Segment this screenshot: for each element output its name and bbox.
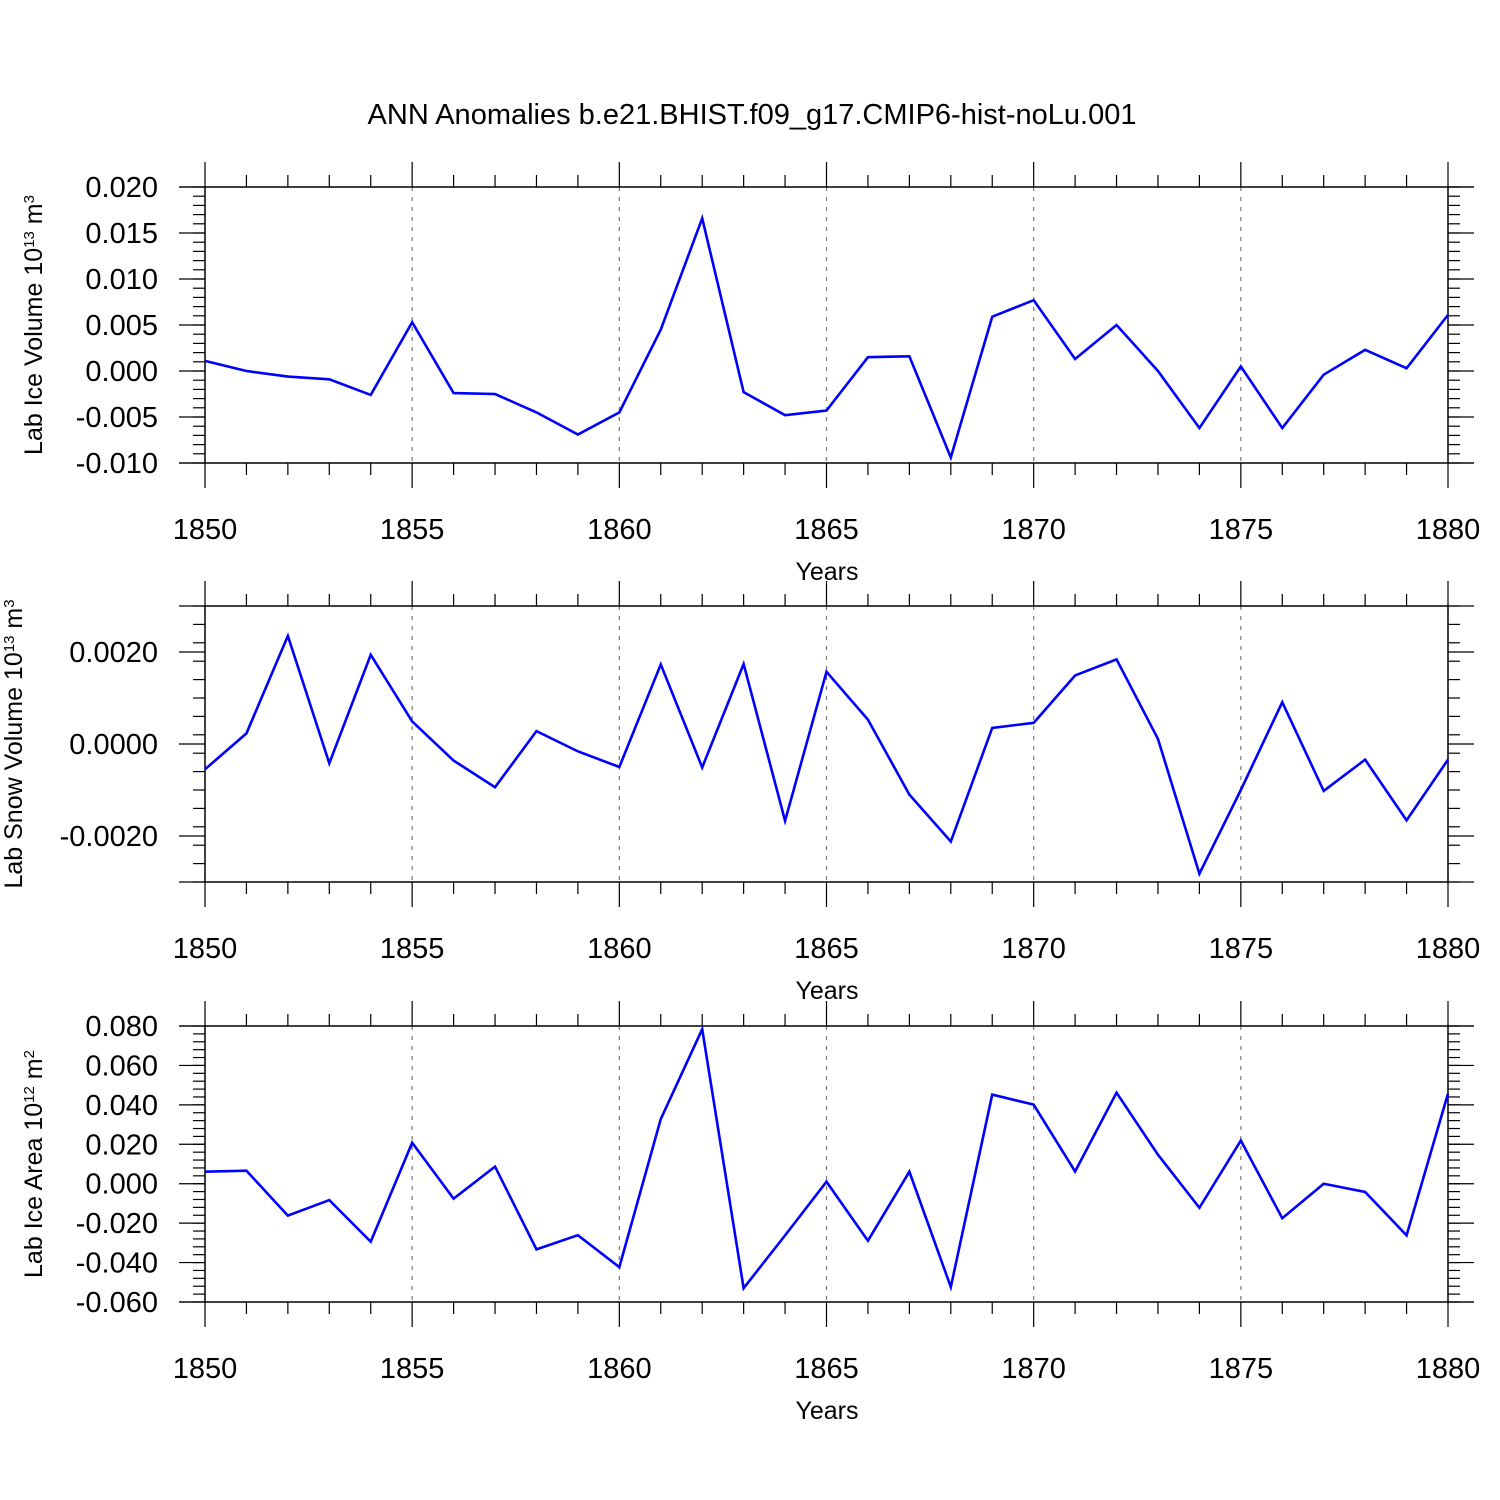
y-axis-title-superscript: 3 [1, 599, 18, 607]
y-axis-title-superscript: 13 [1, 636, 18, 653]
x-axis-title: Years [795, 1397, 858, 1425]
panels-container: 1850 1855 1860 1865 1870 1875 1880 Years -0.010 -… [0, 162, 1480, 1425]
y-axis-title-text: m [20, 1058, 48, 1086]
x-tick-label: 1865 [794, 933, 859, 965]
x-tick-label: 1880 [1416, 933, 1481, 965]
y-axis-title-text: Lab Ice Area 10 [20, 1103, 48, 1278]
y-tick-label: 0.020 [85, 172, 158, 204]
y-tick-label: 0.015 [85, 218, 158, 250]
x-tick-label: 1850 [173, 933, 238, 965]
y-tick-label: 0.040 [85, 1090, 158, 1122]
y-tick-label: -0.060 [76, 1287, 158, 1319]
y-axis-title-text: m [20, 203, 48, 231]
x-tick-label: 1860 [587, 933, 652, 965]
y-tick-label: -0.020 [76, 1208, 158, 1240]
y-axis-title-text: m [0, 608, 28, 636]
x-axis-title: Years [795, 977, 858, 1005]
y-tick-label: 0.010 [85, 264, 158, 296]
x-tick-label: 1850 [173, 1353, 238, 1385]
x-tick-label: 1855 [380, 1353, 445, 1385]
panel-1: 1850 1855 1860 1865 1870 1875 1880Years-0.010-… [20, 162, 1480, 586]
y-tick-label: -0.010 [76, 448, 158, 480]
y-tick-label: -0.040 [76, 1248, 158, 1280]
x-tick-label: 1865 [794, 514, 859, 546]
y-tick-label: 0.000 [85, 1169, 158, 1201]
y-tick-label: 0.020 [85, 1129, 158, 1161]
y-tick-label: -0.005 [76, 402, 158, 434]
y-axis-title: Lab Snow Volume 1013 m3 [0, 599, 28, 888]
x-tick-label: 1880 [1416, 1353, 1481, 1385]
y-axis-title-superscript: 13 [21, 231, 38, 248]
x-tick-label: 1875 [1209, 1353, 1274, 1385]
y-tick-label: 0.005 [85, 310, 158, 342]
x-tick-label: 1855 [380, 514, 445, 546]
y-tick-label: 0.0020 [69, 637, 158, 669]
y-axis-title-superscript: 2 [21, 1050, 38, 1058]
x-tick-label: 1880 [1416, 514, 1481, 546]
x-tick-label: 1870 [1001, 514, 1066, 546]
y-axis-title-text: Lab Ice Volume 10 [20, 248, 48, 455]
y-tick-label: 0.080 [85, 1011, 158, 1043]
y-tick-label: 0.0000 [69, 729, 158, 761]
x-tick-label: 1860 [587, 1353, 652, 1385]
panel-3: 1850 1855 1860 1865 1870 1875 1880 Years -0.060 -… [20, 1001, 1480, 1425]
y-axis-title-superscript: 12 [21, 1086, 38, 1103]
x-tick-label: 1870 [1001, 1353, 1066, 1385]
y-axis-title-text: Lab Snow Volume 10 [0, 652, 28, 888]
y-tick-label: -0.0020 [60, 821, 158, 853]
x-tick-label: 1875 [1209, 514, 1274, 546]
x-tick-label: 1875 [1209, 933, 1274, 965]
y-axis-title-superscript: 3 [21, 195, 38, 203]
y-tick-label: 0.000 [85, 356, 158, 388]
x-tick-label: 1850 [173, 514, 238, 546]
panel-2: 1850 1855 1860 1865 1870 1875 1880 Years -0.0020… [0, 581, 1480, 1005]
y-axis-title: Lab Ice Volume 1013 m3 [20, 195, 48, 455]
x-tick-label: 1855 [380, 933, 445, 965]
y-tick-label: 0.060 [85, 1050, 158, 1082]
x-tick-label: 1870 [1001, 933, 1066, 965]
x-tick-label: 1865 [794, 1353, 859, 1385]
x-tick-label: 1860 [587, 514, 652, 546]
y-axis-title: Lab Ice Area 1012 m2 [20, 1050, 48, 1278]
figure-title: ANN Anomalies b.e21.BHIST.f09_g17.CMIP6-… [368, 99, 1137, 131]
